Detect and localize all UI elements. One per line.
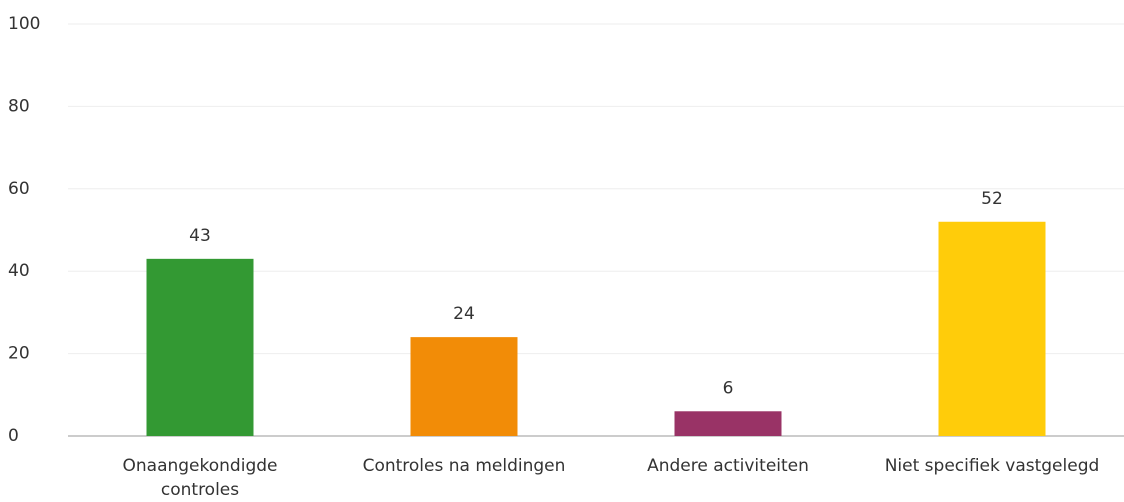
- data-label: 24: [453, 304, 475, 324]
- x-tick-label: Controles na meldingen: [362, 456, 566, 476]
- data-label: 43: [189, 226, 211, 246]
- x-tick-label: Onaangekondigde controles: [122, 456, 278, 500]
- data-label: 6: [723, 378, 734, 398]
- y-tick-label: 40: [8, 261, 30, 281]
- y-tick-label: 0: [8, 426, 19, 446]
- y-tick-label: 20: [8, 344, 30, 364]
- y-tick-label: 100: [8, 14, 40, 34]
- y-tick-label: 60: [8, 179, 30, 199]
- x-tick-label: Niet specifiek vastgelegd: [884, 456, 1100, 476]
- bar: [674, 411, 782, 436]
- bar: [146, 258, 254, 436]
- x-tick-label: Andere activiteiten: [647, 456, 809, 476]
- bar: [938, 221, 1046, 436]
- y-tick-label: 80: [8, 96, 30, 116]
- data-label: 52: [981, 189, 1003, 209]
- bar: [410, 337, 518, 436]
